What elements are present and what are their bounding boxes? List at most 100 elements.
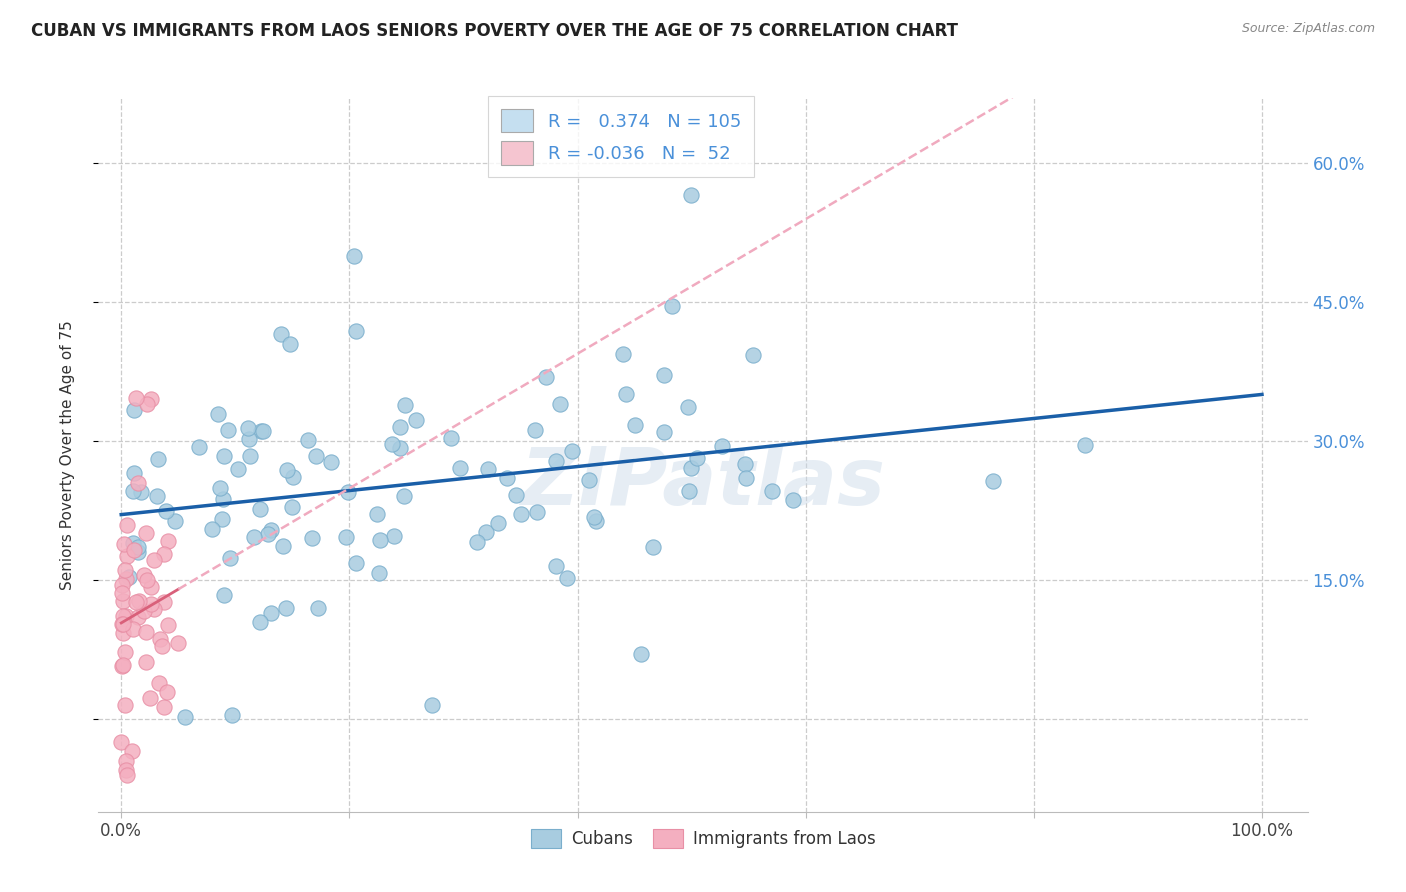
Point [142, 553, 165, 567]
Point [111, 586, 134, 600]
Point [661, 299, 683, 313]
Point [112, 536, 135, 550]
Point [218, 551, 240, 566]
Point [174, 709, 197, 723]
Point [249, 502, 271, 516]
Point [111, 626, 134, 640]
Point [115, 608, 138, 623]
Point [127, 545, 149, 559]
Point [156, 685, 179, 699]
Point [782, 493, 804, 508]
Point [146, 489, 169, 503]
Point [382, 529, 405, 543]
Point [111, 593, 134, 607]
Text: Source: ZipAtlas.com: Source: ZipAtlas.com [1241, 22, 1375, 36]
Point [187, 440, 209, 454]
Point [477, 461, 499, 475]
Point [122, 622, 145, 636]
Point [301, 531, 323, 545]
Point [121, 744, 143, 758]
Point [167, 636, 190, 650]
Point [217, 423, 239, 437]
Point [681, 461, 703, 475]
Point [152, 547, 174, 561]
Point [149, 632, 172, 647]
Point [561, 443, 583, 458]
Point [337, 485, 360, 500]
Point [761, 484, 783, 499]
Point [578, 473, 600, 487]
Point [141, 597, 163, 611]
Point [257, 527, 280, 541]
Point [115, 754, 138, 768]
Point [524, 423, 547, 437]
Point [249, 615, 271, 629]
Point [125, 594, 148, 608]
Point [710, 439, 733, 453]
Point [122, 402, 145, 417]
Point [201, 522, 224, 536]
Point [153, 595, 176, 609]
Point [156, 534, 179, 549]
Point [118, 570, 141, 584]
Point [276, 462, 298, 476]
Point [734, 457, 756, 471]
Point [555, 571, 578, 585]
Point [344, 324, 367, 338]
Point [394, 489, 416, 503]
Point [139, 690, 162, 705]
Point [544, 559, 567, 574]
Point [111, 658, 134, 673]
Point [156, 618, 179, 632]
Point [148, 675, 170, 690]
Point [122, 536, 145, 550]
Point [278, 336, 301, 351]
Point [139, 580, 162, 594]
Point [111, 658, 134, 673]
Point [335, 530, 357, 544]
Point [486, 516, 509, 530]
Point [389, 442, 412, 456]
Point [252, 424, 274, 438]
Legend: Cubans, Immigrants from Laos: Cubans, Immigrants from Laos [524, 822, 882, 855]
Point [582, 510, 605, 524]
Point [111, 617, 134, 632]
Point [136, 573, 159, 587]
Point [496, 471, 519, 485]
Point [207, 407, 229, 421]
Point [155, 504, 177, 518]
Point [153, 699, 176, 714]
Point [115, 767, 138, 781]
Point [440, 431, 463, 445]
Point [132, 568, 155, 582]
Point [420, 698, 443, 712]
Point [211, 492, 233, 507]
Point [281, 500, 304, 515]
Point [114, 572, 136, 586]
Point [449, 461, 471, 475]
Point [368, 533, 391, 547]
Point [366, 508, 388, 522]
Point [114, 645, 136, 659]
Point [143, 602, 166, 616]
Point [141, 392, 163, 407]
Point [146, 452, 169, 467]
Point [319, 455, 342, 469]
Point [281, 469, 304, 483]
Point [114, 562, 136, 576]
Point [297, 433, 319, 447]
Point [260, 523, 283, 537]
Point [127, 540, 149, 554]
Point [505, 488, 527, 502]
Point [112, 617, 135, 632]
Point [238, 421, 260, 435]
Point [270, 327, 292, 342]
Point [122, 483, 145, 498]
Point [585, 514, 607, 528]
Point [465, 535, 488, 549]
Point [117, 549, 139, 563]
Point [367, 566, 389, 581]
Point [676, 400, 699, 414]
Point [132, 604, 155, 618]
Point [212, 450, 235, 464]
